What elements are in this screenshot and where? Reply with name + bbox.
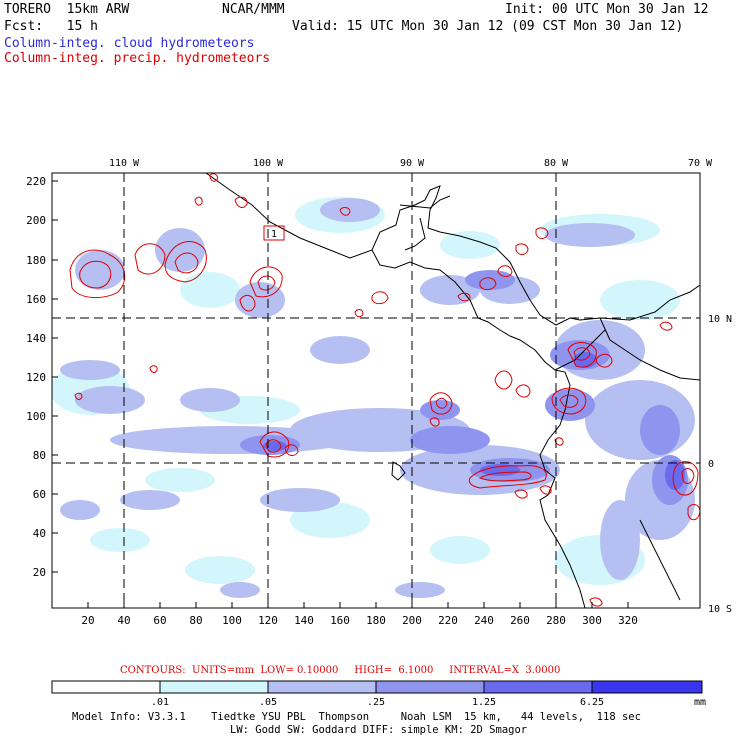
model-info-line2: LW: Godd SW: Goddard DIFF: simple KM: 2D… <box>230 724 528 736</box>
valid-time: Valid: 15 UTC Mon 30 Jan 12 (09 CST Mon … <box>292 19 684 34</box>
x-tick-label: 120 <box>258 614 278 627</box>
cloud-shading <box>52 197 695 598</box>
precip-legend-label: Column-integ. precip. hydrometeors <box>4 51 271 66</box>
x-tick-labels: 20 40 60 80 100 120 140 160 180 200 220 … <box>81 614 638 627</box>
org-label: NCAR/MMM <box>222 2 285 17</box>
y-tick-label: 180 <box>26 254 46 267</box>
x-tick-label: 100 <box>222 614 242 627</box>
model-info-line1: Model Info: V3.3.1 Tiedtke YSU PBL Thomp… <box>72 711 641 723</box>
y-tick-label: 140 <box>26 332 46 345</box>
x-tick-label: 140 <box>294 614 314 627</box>
colorbar-tick: .01 <box>151 697 169 708</box>
x-tick-label: 260 <box>510 614 530 627</box>
lat-label: 10 S <box>708 604 732 615</box>
y-tick-label: 160 <box>26 293 46 306</box>
y-tick-label: 220 <box>26 175 46 188</box>
x-tick-label: 280 <box>546 614 566 627</box>
y-tick-label: 100 <box>26 410 46 423</box>
longitude-labels: 110 W 100 W 90 W 80 W 70 W <box>109 158 713 169</box>
y-tick-marks <box>52 180 58 573</box>
latitude-labels: 10 N 0 10 S <box>708 314 732 615</box>
forecast-hour: Fcst: 15 h <box>4 19 98 34</box>
colorbar-units: mm <box>694 697 706 708</box>
x-tick-label: 20 <box>81 614 94 627</box>
x-tick-marks <box>87 602 629 608</box>
x-tick-label: 160 <box>330 614 350 627</box>
y-tick-label: 200 <box>26 214 46 227</box>
colorbar-tick: 6.25 <box>580 697 604 708</box>
x-tick-label: 220 <box>438 614 458 627</box>
y-tick-label: 60 <box>33 488 46 501</box>
x-tick-label: 200 <box>402 614 422 627</box>
x-tick-label: 60 <box>153 614 166 627</box>
colorbar: .01 .05 .25 1.25 6.25 mm <box>51 680 706 708</box>
lon-label: 90 W <box>400 158 425 169</box>
lon-label: 70 W <box>688 158 713 169</box>
contour-info: CONTOURS: UNITS=mm LOW= 0.10000 HIGH= 6.… <box>120 665 561 676</box>
y-tick-label: 80 <box>33 449 46 462</box>
x-tick-label: 40 <box>117 614 130 627</box>
graticule <box>52 173 700 608</box>
y-tick-label: 40 <box>33 527 46 540</box>
init-time: Init: 00 UTC Mon 30 Jan 12 <box>505 2 709 17</box>
colorbar-tick: .25 <box>367 697 385 708</box>
y-tick-labels: 220 200 180 160 140 120 100 80 60 40 20 <box>26 175 46 579</box>
x-tick-label: 180 <box>366 614 386 627</box>
model-title: TORERO 15km ARW <box>4 2 130 17</box>
x-tick-label: 240 <box>474 614 494 627</box>
colorbar-tick: .05 <box>259 697 277 708</box>
y-tick-label: 120 <box>26 371 46 384</box>
lon-label: 100 W <box>253 158 284 169</box>
coastlines <box>205 173 700 608</box>
colorbar-tick: 1.25 <box>472 697 496 708</box>
lon-label: 110 W <box>109 158 140 169</box>
lon-label: 80 W <box>544 158 569 169</box>
y-tick-label: 20 <box>33 566 46 579</box>
x-tick-label: 320 <box>618 614 638 627</box>
x-tick-label: 300 <box>582 614 602 627</box>
precip-contours <box>69 173 700 607</box>
marker-box-label: 1 <box>271 229 277 240</box>
lat-label: 10 N <box>708 314 732 325</box>
lat-label: 0 <box>708 459 714 470</box>
marker-box <box>263 225 285 241</box>
x-tick-label: 80 <box>189 614 202 627</box>
cloud-legend-label: Column-integ. cloud hydrometeors <box>4 36 255 51</box>
